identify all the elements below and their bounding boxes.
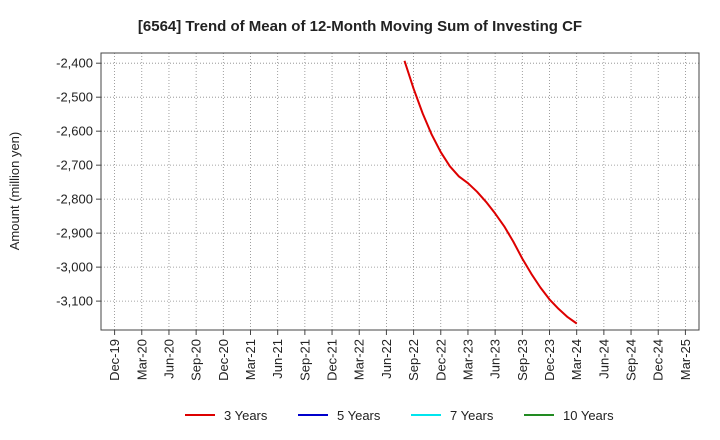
plot-area-frame: [100, 52, 700, 331]
x-tick-label: Dec-19: [107, 339, 122, 381]
legend: 3 Years 5 Years 7 Years 10 Years: [185, 408, 614, 423]
x-tick-label: Jun-20: [161, 339, 176, 379]
y-tick-label: -2,700: [56, 158, 93, 173]
x-ticks: Dec-19 Mar-20 Jun-20 Sep-20 Dec-20 Mar-21 Jun-…: [107, 330, 693, 381]
x-tick-label: Sep-24: [624, 339, 639, 381]
x-tick-label: Mar-20: [134, 339, 149, 380]
legend-label: 7 Years: [450, 408, 494, 423]
legend-label: 10 Years: [563, 408, 614, 423]
y-tick-label: -2,500: [56, 90, 93, 105]
x-tick-label: Sep-23: [515, 339, 530, 381]
x-tick-label: Dec-24: [651, 339, 666, 381]
x-tick-label: Sep-20: [189, 339, 204, 381]
x-tick-label: Dec-21: [325, 339, 340, 381]
y-tick-label: -2,900: [56, 226, 93, 241]
y-tick-label: -2,800: [56, 192, 93, 207]
x-tick-label: Mar-22: [352, 339, 367, 380]
x-tick-label: Mar-24: [569, 339, 584, 380]
series-layer: [403, 60, 578, 325]
x-tick-label: Jun-23: [488, 339, 503, 379]
x-tick-label: Jun-22: [379, 339, 394, 379]
x-tick-label: Mar-23: [460, 339, 475, 380]
x-tick-label: Sep-22: [406, 339, 421, 381]
grid: [101, 53, 699, 330]
y-tick-label: -3,000: [56, 260, 93, 275]
x-tick-label: Dec-22: [433, 339, 448, 381]
x-tick-label: Sep-21: [297, 339, 312, 381]
series-line-0: [403, 60, 578, 325]
x-tick-label: Mar-21: [243, 339, 258, 380]
x-tick-label: Jun-24: [596, 339, 611, 379]
y-axis-label: Amount (million yen): [7, 132, 22, 251]
x-tick-label: Jun-21: [270, 339, 285, 379]
legend-label: 3 Years: [224, 408, 268, 423]
y-ticks: -2,400 -2,500 -2,600 -2,700 -2,800 -2,900 -3,0…: [56, 56, 101, 309]
x-tick-label: Dec-20: [216, 339, 231, 381]
y-tick-label: -2,400: [56, 56, 93, 71]
legend-label: 5 Years: [337, 408, 381, 423]
x-tick-label: Mar-25: [678, 339, 693, 380]
y-tick-label: -3,100: [56, 294, 93, 309]
y-tick-label: -2,600: [56, 124, 93, 139]
chart-title: [6564] Trend of Mean of 12-Month Moving …: [138, 18, 582, 35]
x-tick-label: Dec-23: [542, 339, 557, 381]
